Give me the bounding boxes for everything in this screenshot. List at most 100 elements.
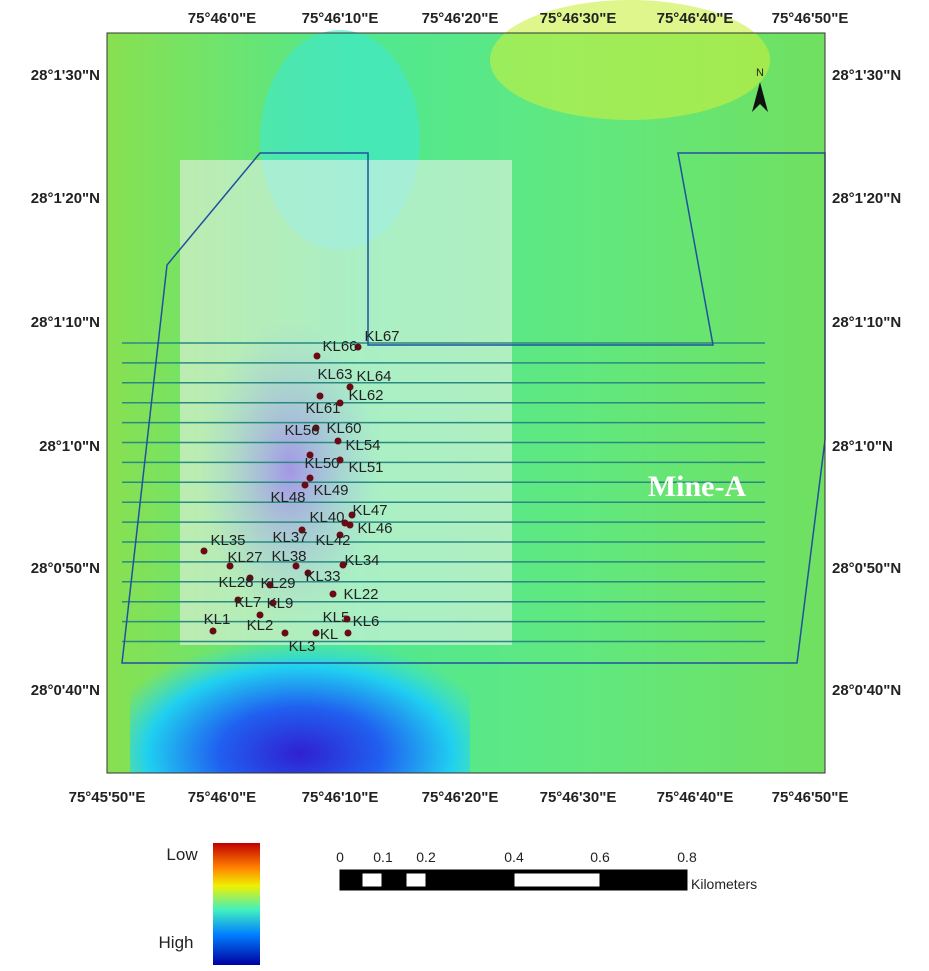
point-label: KL46	[357, 520, 392, 537]
survey-lines	[122, 342, 765, 643]
legend-high: High	[159, 933, 194, 952]
sample-point	[316, 392, 324, 400]
sample-point	[306, 451, 314, 459]
bottom-label: 75°46'50"E	[772, 789, 849, 806]
right-label: 28°1'30"N	[832, 67, 901, 84]
top-label: 75°46'20"E	[422, 10, 499, 27]
legend-low: Low	[166, 845, 198, 864]
sample-point	[266, 581, 274, 589]
left-label: 28°0'50"N	[31, 560, 100, 577]
sample-point	[304, 569, 312, 577]
point-label: KL49	[313, 482, 348, 499]
sample-point	[200, 547, 208, 555]
sample-point	[343, 615, 351, 623]
scale-labels: 0 0.1 0.2 0.4 0.6 0.8	[336, 849, 697, 865]
top-label: 75°46'0"E	[188, 10, 256, 27]
sample-point	[346, 383, 354, 391]
left-label: 28°1'30"N	[31, 67, 100, 84]
point-label: KL27	[227, 549, 262, 566]
sample-point	[281, 629, 289, 637]
point-label: KL67	[364, 328, 399, 345]
coordinates: 75°46'0"E 75°46'10"E 75°46'20"E 75°46'30"E 7…	[31, 10, 901, 806]
right-label: 28°0'50"N	[832, 560, 901, 577]
point-label: KL42	[315, 532, 350, 549]
sample-point	[298, 526, 306, 534]
map-frame	[106, 32, 826, 774]
point-label: KL60	[326, 420, 361, 437]
point-label: KL66	[322, 338, 357, 355]
point-label: KL62	[348, 387, 383, 404]
point-label: KL	[320, 626, 338, 643]
sample-point	[329, 590, 337, 598]
point-label: KL64	[356, 368, 391, 385]
left-label: 28°1'0"N	[39, 438, 100, 455]
scale-bar	[339, 869, 688, 891]
right-label: 28°1'0"N	[832, 438, 893, 455]
sample-point	[226, 562, 234, 570]
left-label: 28°1'10"N	[31, 314, 100, 331]
bottom-label: 75°46'10"E	[302, 789, 379, 806]
point-label: KL63	[317, 366, 352, 383]
point-label: KL56	[284, 422, 319, 439]
scale-unit: Kilometers	[691, 876, 757, 892]
bottom-label: 75°46'20"E	[422, 789, 499, 806]
area-label: Mine-A	[648, 470, 747, 503]
scale-label: 0.4	[504, 849, 524, 865]
right-label: 28°0'40"N	[832, 682, 901, 699]
point-label: KL47	[352, 502, 387, 519]
point-label: KL38	[271, 548, 306, 565]
mine-boundary	[121, 152, 826, 664]
point-label: KL2	[247, 617, 274, 634]
sample-point	[346, 521, 354, 529]
point-label: KL51	[348, 459, 383, 476]
sample-point	[269, 599, 277, 607]
point-label: KL22	[343, 586, 378, 603]
sample-point	[209, 627, 217, 635]
sample-point	[292, 562, 300, 570]
right-label: 28°1'20"N	[832, 190, 901, 207]
point-label: KL29	[260, 575, 295, 592]
scale-label: 0	[336, 849, 344, 865]
point-label: KL33	[305, 568, 340, 585]
point-label: KL61	[305, 400, 340, 417]
scale-label: 0.8	[677, 849, 697, 865]
point-label: KL5	[323, 609, 350, 626]
north-label: N	[756, 67, 764, 79]
point-label: KL34	[344, 552, 379, 569]
sample-point	[336, 531, 344, 539]
point-label: KL35	[210, 532, 245, 549]
point-label: KL28	[218, 574, 253, 591]
legend-ramp	[213, 843, 260, 965]
bottom-label: 75°45'50"E	[69, 789, 146, 806]
bottom-label: 75°46'40"E	[657, 789, 734, 806]
scale-label: 0.1	[373, 849, 393, 865]
top-label: 75°46'50"E	[772, 10, 849, 27]
sample-point	[301, 481, 309, 489]
sample-point	[354, 343, 362, 351]
point-label: KL3	[289, 638, 316, 655]
point-label: KL7	[235, 594, 262, 611]
point-label: KL6	[353, 613, 380, 630]
sample-point	[312, 424, 320, 432]
sample-point	[234, 596, 242, 604]
point-label: KL50	[304, 455, 339, 472]
top-label: 75°46'10"E	[302, 10, 379, 27]
sample-point	[336, 456, 344, 464]
bottom-label: 75°46'30"E	[540, 789, 617, 806]
sample-point	[312, 629, 320, 637]
top-label: 75°46'40"E	[657, 10, 734, 27]
sample-point	[256, 611, 264, 619]
point-label: KL1	[204, 611, 231, 628]
sample-point	[339, 561, 347, 569]
point-label: KL54	[345, 437, 380, 454]
point-label: KL9	[267, 595, 294, 612]
right-label: 28°1'10"N	[832, 314, 901, 331]
sample-point	[313, 352, 321, 360]
sample-point	[348, 511, 356, 519]
sample-point	[344, 629, 352, 637]
point-label: KL40	[309, 509, 344, 526]
sample-point	[246, 574, 254, 582]
scale-label: 0.2	[416, 849, 436, 865]
